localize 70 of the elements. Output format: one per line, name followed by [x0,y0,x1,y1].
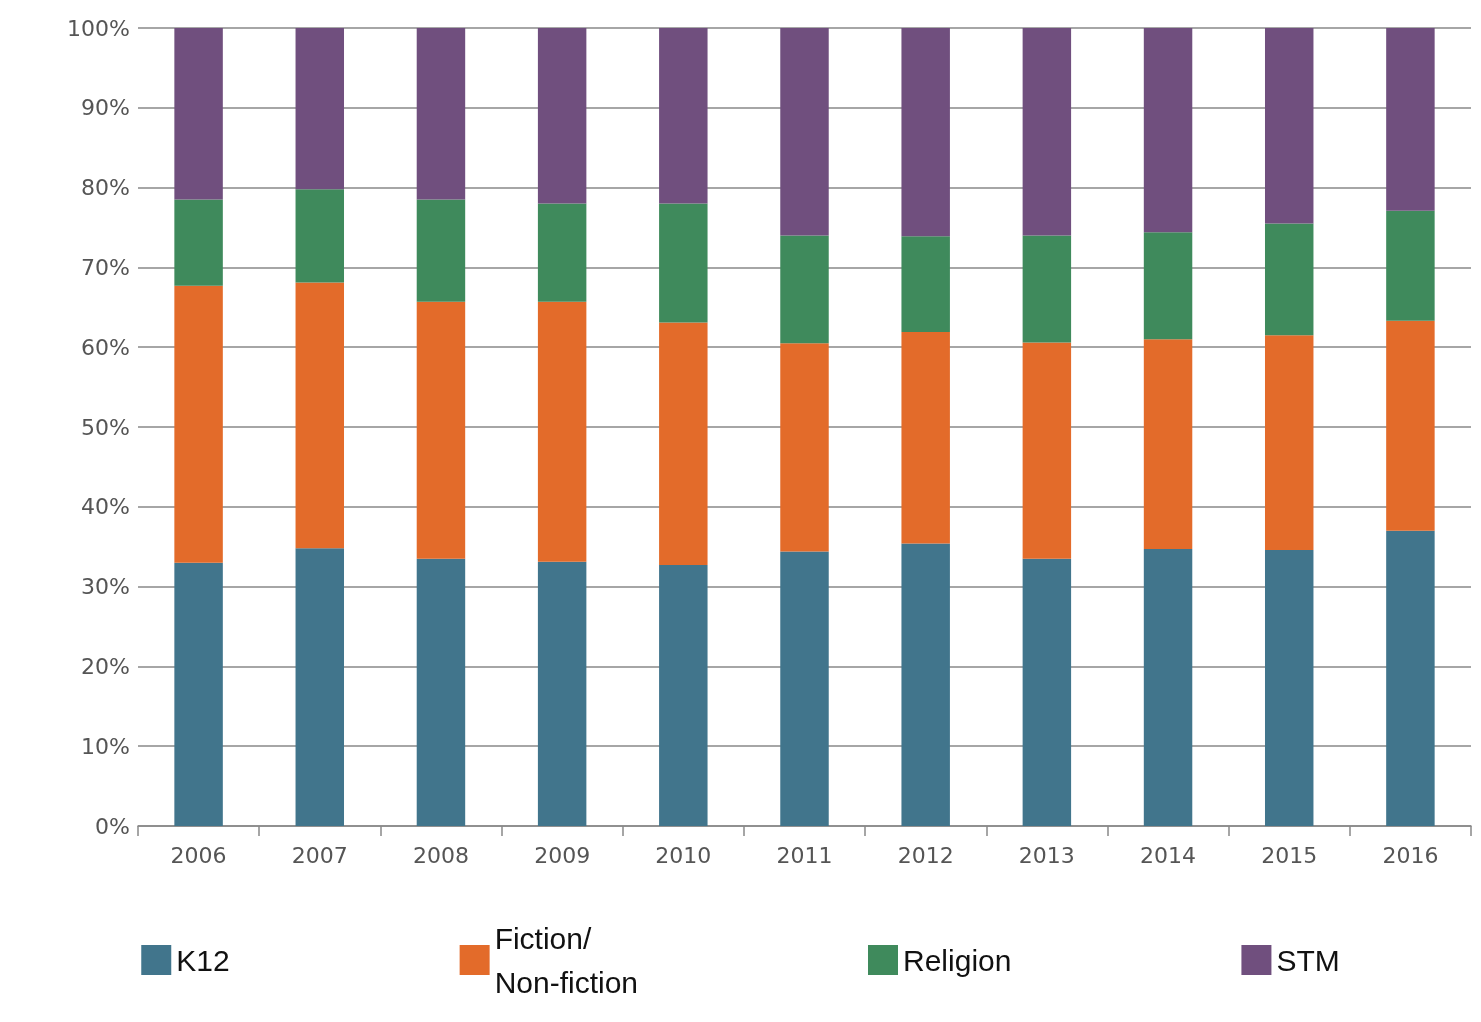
y-tick-label: 20% [81,653,130,679]
bar [174,28,223,200]
x-tick-label: 2010 [655,842,712,868]
x-tick-label: 2006 [170,842,227,868]
y-tick-label: 50% [81,414,130,440]
bar [1022,558,1072,826]
legend-label: K12 [176,943,230,977]
x-tick-label: 2013 [1018,842,1075,868]
bar [416,558,466,826]
bar [1386,320,1435,531]
bar [780,343,829,552]
x-tick-label: 2016 [1382,842,1439,868]
bar [659,322,708,566]
bar [659,28,708,204]
x-tick-label: 2014 [1140,842,1197,868]
bar [174,285,223,563]
bar [174,199,223,286]
bar [295,548,345,826]
bar [1143,339,1193,550]
bar [659,565,708,826]
bar [295,282,345,549]
bar [295,189,345,283]
bar [1143,28,1193,233]
bar [1386,530,1435,826]
bar [416,199,466,302]
bar [901,543,950,826]
bar [1264,549,1314,826]
y-tick-label: 90% [81,95,130,121]
bar [901,332,950,544]
x-tick-label: 2009 [534,842,591,868]
bar [1143,549,1193,826]
y-tick-label: 30% [81,574,130,600]
bar [1264,335,1314,550]
bar [1386,210,1435,321]
bar [1386,28,1435,211]
bar [416,301,466,559]
bar [659,203,708,323]
bar [901,236,950,333]
bar [295,28,345,190]
bar [780,28,829,236]
y-tick-label: 0% [95,813,130,839]
bar [174,562,223,826]
bar [537,28,587,204]
bar [1264,28,1314,224]
bar [537,301,587,562]
x-tick-label: 2012 [897,842,954,868]
y-tick-label: 100% [67,15,130,41]
bar [901,28,950,237]
bar [780,551,829,826]
y-tick-label: 80% [81,175,130,201]
y-tick-label: 10% [81,733,130,759]
legend-label: STM [1276,943,1340,977]
bar [780,235,829,344]
y-tick-label: 60% [81,334,130,360]
bar [1264,223,1314,336]
y-tick-label: 70% [81,254,130,280]
bar [537,561,587,826]
bar [1143,232,1193,340]
x-tick-label: 2015 [1261,842,1318,868]
bar [416,28,466,200]
bar [1022,235,1072,343]
legend-label: Religion [903,943,1012,977]
bar [537,203,587,302]
x-tick-label: 2007 [291,842,348,868]
legend-label: Fiction/ Non-fiction [494,921,639,999]
y-tick-label: 40% [81,494,130,520]
x-tick-label: 2008 [412,842,469,868]
bar [1022,342,1072,559]
bar [1022,28,1072,236]
x-tick-label: 2011 [776,842,833,868]
